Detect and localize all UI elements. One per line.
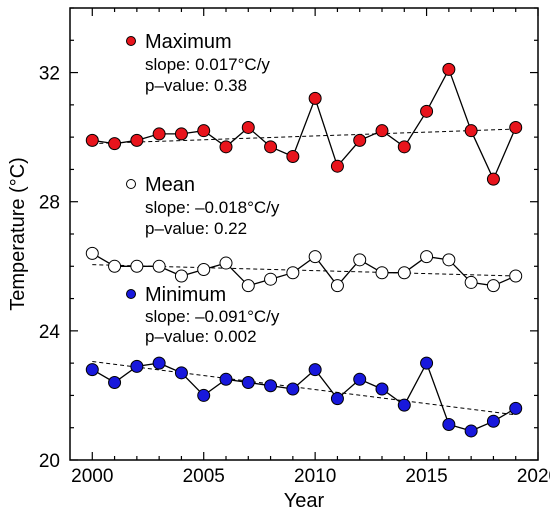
legend-title-minimum: Minimum xyxy=(145,284,226,306)
data-point-minimum xyxy=(85,363,99,377)
data-point-mean xyxy=(330,279,344,293)
data-point-maximum xyxy=(174,127,188,141)
y-tick-label: 32 xyxy=(39,64,60,85)
data-point-minimum xyxy=(219,372,233,386)
data-point-maximum xyxy=(397,140,411,154)
data-point-maximum xyxy=(509,120,523,134)
data-point-minimum xyxy=(442,417,456,431)
y-tick-label: 24 xyxy=(39,322,61,343)
data-point-minimum xyxy=(174,366,188,380)
data-point-mean xyxy=(197,263,211,277)
data-point-mean xyxy=(442,253,456,267)
data-point-minimum xyxy=(509,401,523,415)
legend-mean: Mean slope: –0.018°C/y p–value: 0.22 xyxy=(126,174,280,238)
data-point-maximum xyxy=(486,172,500,186)
data-point-mean xyxy=(85,246,99,260)
data-point-mean xyxy=(308,250,322,264)
data-point-mean xyxy=(130,259,144,273)
data-point-mean xyxy=(108,259,122,273)
data-point-maximum xyxy=(420,104,434,118)
data-point-minimum xyxy=(353,372,367,386)
data-point-maximum xyxy=(264,140,278,154)
x-tick-label: 2020 xyxy=(517,466,550,487)
data-point-mean xyxy=(420,250,434,264)
legend-maximum: Maximum slope: 0.017°C/y p–value: 0.38 xyxy=(126,31,270,95)
legend-pvalue-minimum: p–value: 0.002 xyxy=(145,327,257,346)
data-point-mean xyxy=(375,266,389,280)
y-tick-label: 20 xyxy=(39,451,60,472)
data-point-maximum xyxy=(108,137,122,151)
series-points xyxy=(85,62,523,438)
data-point-maximum xyxy=(308,91,322,105)
data-point-maximum xyxy=(353,133,367,147)
data-point-minimum xyxy=(130,359,144,373)
data-point-mean xyxy=(174,269,188,283)
data-point-mean xyxy=(264,272,278,286)
legend-slope-mean: slope: –0.018°C/y xyxy=(145,198,280,217)
data-point-maximum xyxy=(464,124,478,138)
axis-ticks: 2000200520102015202020242832 xyxy=(39,7,550,487)
data-point-maximum xyxy=(241,120,255,134)
x-tick-label: 2015 xyxy=(405,466,447,487)
x-tick-label: 2010 xyxy=(294,466,336,487)
data-point-minimum xyxy=(108,376,122,390)
data-point-maximum xyxy=(85,133,99,147)
data-point-maximum xyxy=(442,62,456,76)
trend-lines xyxy=(92,128,516,416)
data-point-mean xyxy=(464,275,478,289)
legend-marker-minimum xyxy=(126,289,136,299)
legend-minimum: Minimum slope: –0.091°C/y p–value: 0.002 xyxy=(126,284,280,346)
legend-title-mean: Mean xyxy=(145,174,195,196)
data-point-maximum xyxy=(152,127,166,141)
data-point-maximum xyxy=(219,140,233,154)
legend-marker-mean xyxy=(126,179,136,189)
series-lines xyxy=(91,67,517,432)
data-point-minimum xyxy=(330,392,344,406)
data-point-mean xyxy=(286,266,300,280)
x-axis-title: Year xyxy=(284,490,325,512)
y-tick-label: 28 xyxy=(39,193,60,214)
data-point-minimum xyxy=(397,398,411,412)
x-tick-label: 2000 xyxy=(71,466,113,487)
data-point-minimum xyxy=(464,424,478,438)
legend-slope-minimum: slope: –0.091°C/y xyxy=(145,307,280,326)
data-point-maximum xyxy=(375,124,389,138)
data-point-minimum xyxy=(308,363,322,377)
data-point-maximum xyxy=(130,133,144,147)
legend-title-maximum: Maximum xyxy=(145,31,232,53)
data-point-minimum xyxy=(197,388,211,402)
legend-marker-maximum xyxy=(126,36,136,46)
data-point-minimum xyxy=(264,379,278,393)
data-point-minimum xyxy=(286,382,300,396)
data-point-maximum xyxy=(197,124,211,138)
plot-frame xyxy=(69,7,539,461)
data-point-mean xyxy=(241,279,255,293)
legend-slope-maximum: slope: 0.017°C/y xyxy=(145,55,270,74)
data-point-maximum xyxy=(330,159,344,173)
data-point-mean xyxy=(353,253,367,267)
legend-pvalue-maximum: p–value: 0.38 xyxy=(145,76,247,95)
data-point-minimum xyxy=(375,382,389,396)
data-point-mean xyxy=(509,269,523,283)
data-point-minimum xyxy=(152,356,166,370)
data-point-minimum xyxy=(486,414,500,428)
trend-line-maximum xyxy=(92,128,516,145)
data-point-minimum xyxy=(420,356,434,370)
x-tick-label: 2005 xyxy=(183,466,225,487)
data-point-mean xyxy=(397,266,411,280)
y-axis-title: Temperature (°C) xyxy=(7,157,29,311)
data-point-maximum xyxy=(286,150,300,164)
trend-line-minimum xyxy=(92,361,516,416)
data-point-mean xyxy=(486,279,500,293)
data-point-mean xyxy=(152,259,166,273)
data-point-mean xyxy=(219,256,233,270)
legend-pvalue-mean: p–value: 0.22 xyxy=(145,219,247,238)
data-point-minimum xyxy=(241,376,255,390)
